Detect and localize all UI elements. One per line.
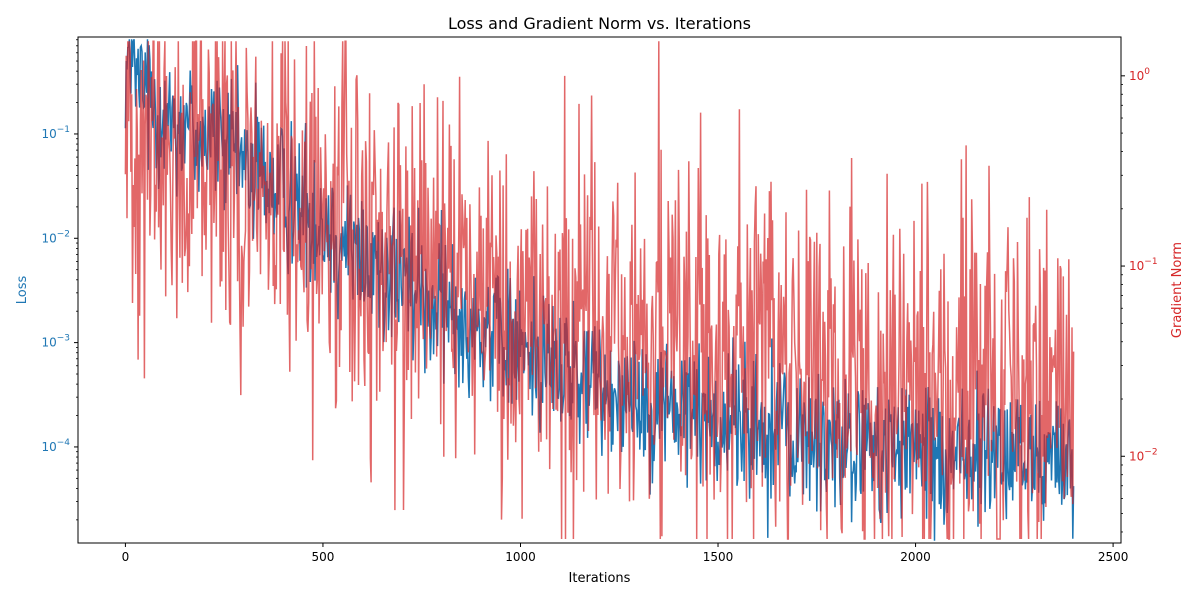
- y-tick-label: 10−1: [41, 125, 70, 141]
- y-axis-left: 10−1 10−2 10−3 10−4: [41, 39, 78, 521]
- y-axis-right: 100 10−1 10−2: [1121, 67, 1158, 533]
- x-tick-label: 2000: [900, 550, 931, 564]
- y-tick-label: 10−3: [41, 334, 70, 350]
- y-tick-label: 10−2: [41, 229, 70, 245]
- x-axis-label: Iterations: [569, 571, 631, 586]
- y-axis-right-label: Gradient Norm: [1170, 242, 1185, 338]
- y-axis-left-label: Loss: [15, 276, 30, 305]
- x-tick-label: 1000: [505, 550, 536, 564]
- x-tick-label: 2500: [1098, 550, 1129, 564]
- x-tick-label: 0: [122, 550, 130, 564]
- plot-frame: [77, 36, 1122, 544]
- y-tick-label: 10−4: [41, 438, 70, 454]
- gradient-norm-series-line: [124, 40, 1075, 540]
- series-layer: [124, 39, 1075, 541]
- chart-title: Loss and Gradient Norm vs. Iterations: [448, 14, 751, 33]
- y-tick-label: 100: [1129, 67, 1150, 83]
- y-tick-label: 10−1: [1129, 257, 1158, 273]
- x-tick-label: 1500: [703, 550, 734, 564]
- x-tick-label: 500: [311, 550, 334, 564]
- y-tick-label: 10−2: [1129, 447, 1158, 463]
- x-axis: 0 500 1000 1500 2000 2500: [122, 543, 1129, 564]
